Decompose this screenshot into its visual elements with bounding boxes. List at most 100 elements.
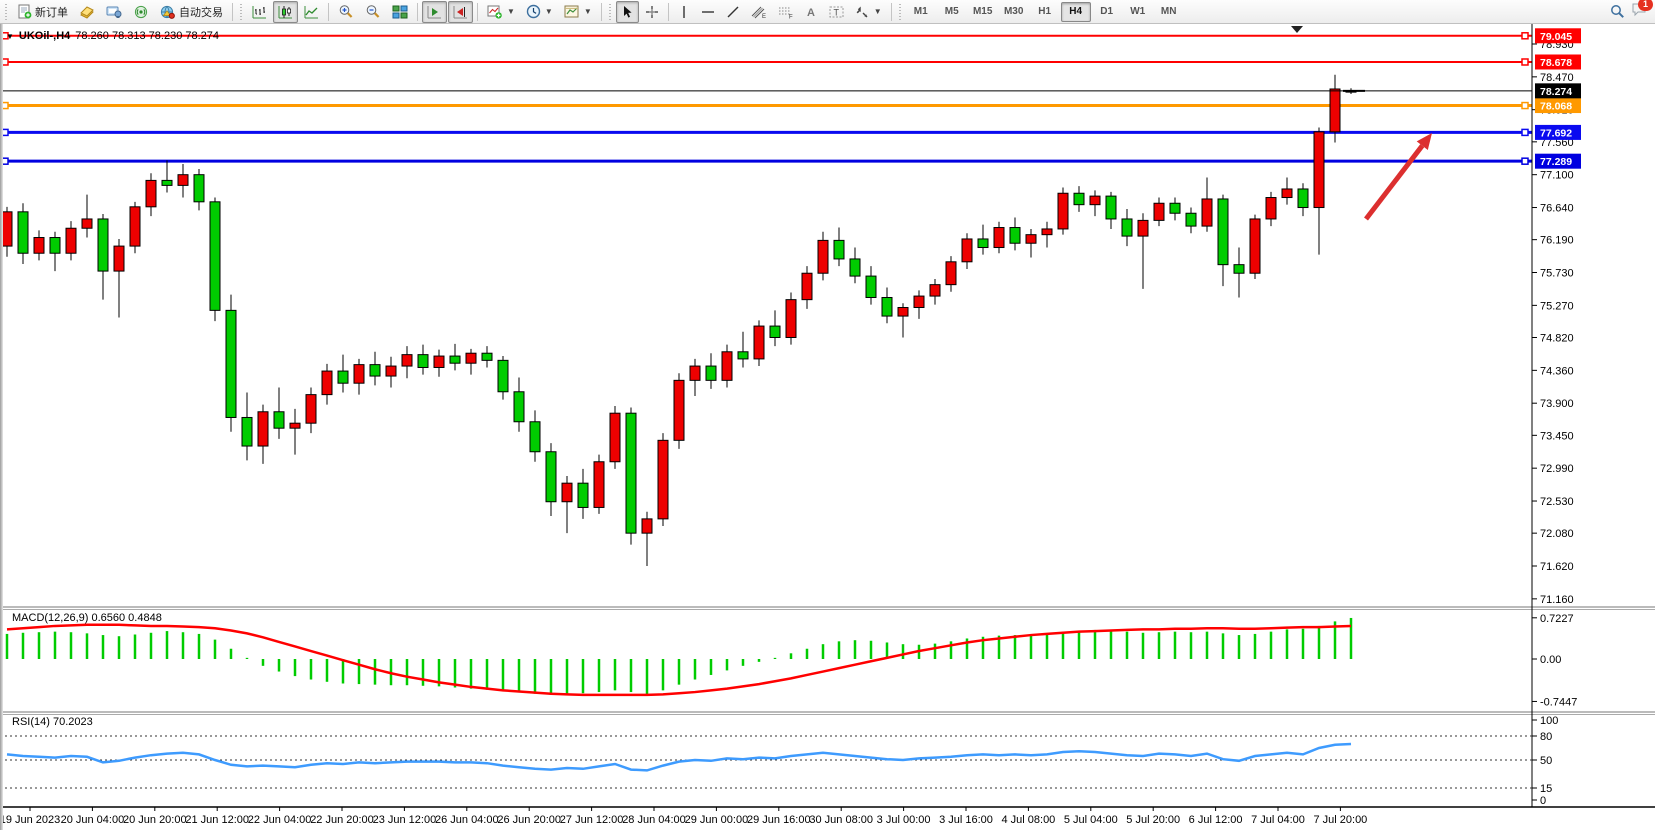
trendline-icon — [727, 6, 739, 17]
zoom-in-button[interactable] — [333, 1, 359, 23]
line-handle[interactable] — [1521, 32, 1529, 40]
time-tick-label: 23 Jun 12:00 — [373, 814, 437, 826]
autotrading-button[interactable]: 自动交易 — [155, 1, 228, 23]
horizontal-line-icon — [701, 10, 714, 13]
candle — [865, 275, 877, 299]
trend-arrow-annotation[interactable] — [1364, 144, 1425, 221]
text-label-button[interactable]: T — [824, 1, 849, 23]
toolbar-grip[interactable] — [897, 3, 903, 20]
chart-canvas[interactable]: 78.93078.47078.01077.56077.10076.64076.1… — [0, 24, 1655, 830]
horizontal-line-button[interactable] — [696, 1, 720, 23]
channel-icon: E — [751, 6, 766, 19]
crosshair-button[interactable] — [640, 1, 664, 23]
cursor-button[interactable] — [615, 0, 639, 23]
price-tick-label: 76.640 — [1540, 203, 1574, 215]
signals-button[interactable] — [128, 1, 154, 23]
candle — [625, 412, 637, 534]
candle — [753, 325, 765, 360]
market-depth-button[interactable] — [74, 1, 100, 23]
candle — [465, 352, 477, 364]
candle — [65, 227, 77, 254]
indicators-button[interactable]: ▼ — [482, 1, 520, 23]
candle — [705, 365, 717, 381]
text-button[interactable]: A — [800, 1, 823, 23]
candle — [113, 245, 125, 272]
timeframe-M15[interactable]: M15 — [972, 5, 993, 17]
price-badge-77.289 — [1535, 153, 1581, 169]
time-tick-label: 7 Jul 20:00 — [1313, 814, 1367, 826]
timeframe-M30[interactable]: M30 — [1003, 5, 1024, 17]
price-badge-78.678-label: 78.678 — [1540, 57, 1572, 69]
collapse-chart-icon[interactable]: ▼ — [6, 31, 14, 41]
line-handle[interactable] — [1521, 157, 1529, 165]
rsi-scale-label: 0 — [1540, 795, 1546, 807]
timeframe-D1[interactable]: D1 — [1100, 5, 1114, 17]
auto-scroll-button[interactable] — [422, 0, 447, 23]
zoom-out-button[interactable] — [360, 1, 386, 23]
arrows-icon — [856, 5, 868, 17]
candle — [273, 411, 285, 429]
metaeditor-button[interactable] — [101, 1, 127, 23]
candle — [321, 370, 333, 396]
trendline-button[interactable] — [721, 1, 745, 23]
timeframe-H4[interactable]: H4 — [1060, 1, 1091, 22]
chart-shift-marker[interactable] — [1291, 26, 1303, 33]
timeframe-W1[interactable]: W1 — [1130, 5, 1146, 17]
equidistant-channel-button[interactable]: E — [746, 1, 772, 23]
candle — [817, 239, 829, 274]
price-badge-79.045-label: 79.045 — [1540, 31, 1572, 43]
line-handle[interactable] — [1521, 58, 1529, 66]
candle — [961, 238, 973, 263]
candle — [593, 461, 605, 508]
chart-title: ▼ UKOil-,H4 78.260 78.313 78.230 78.274 — [6, 30, 219, 42]
vertical-line-icon — [683, 5, 685, 18]
candle — [1073, 192, 1085, 206]
timeframe-M1[interactable]: M1 — [913, 5, 928, 17]
timeframe-MN[interactable]: MN — [1160, 5, 1177, 17]
line-handle[interactable] — [1521, 101, 1529, 110]
tile-windows-button[interactable] — [387, 1, 413, 23]
candle — [577, 482, 589, 508]
cursor-icon — [623, 5, 632, 18]
timeframe-H1[interactable]: H1 — [1038, 5, 1052, 17]
macd-scale-label: 0.00 — [1540, 654, 1561, 666]
line-chart-icon — [304, 5, 318, 18]
chart-shift-button[interactable] — [448, 0, 473, 23]
fibonacci-button[interactable]: F — [773, 1, 799, 23]
candle — [209, 201, 221, 311]
toolbar-grip[interactable] — [607, 3, 613, 20]
arrows-button[interactable]: ▼ — [850, 1, 887, 23]
bid-price-badge — [1535, 83, 1581, 99]
vertical-line-button[interactable] — [673, 1, 695, 23]
toolbar-grip[interactable] — [4, 3, 9, 20]
toolbar-grip[interactable] — [239, 3, 244, 20]
candle — [193, 174, 205, 203]
timeframe-M5[interactable]: M5 — [944, 5, 959, 17]
signal-icon — [134, 5, 148, 18]
candle — [1, 211, 13, 247]
time-tick-label: 28 Jun 04:00 — [622, 814, 686, 826]
templates-button[interactable]: ▼ — [559, 1, 597, 23]
notifications-button[interactable]: 1 — [1631, 0, 1653, 22]
search-icon[interactable] — [1610, 4, 1625, 19]
zoom-out-icon — [366, 5, 380, 18]
new-order-button[interactable]: 新订单 — [12, 1, 73, 23]
time-tick-label: 30 Jun 08:00 — [809, 814, 873, 826]
candlestick-chart-button[interactable] — [273, 0, 298, 23]
macd-scale-label: 0.7227 — [1540, 613, 1574, 625]
add-indicator-icon — [487, 5, 502, 19]
candle — [1217, 198, 1229, 266]
candle — [897, 307, 909, 317]
line-chart-button[interactable] — [299, 1, 324, 23]
periods-button[interactable]: ▼ — [521, 1, 558, 23]
candle — [481, 352, 493, 361]
bar-chart-button[interactable] — [247, 1, 272, 23]
zoom-in-icon — [339, 5, 353, 18]
gold-book-icon — [80, 5, 94, 19]
bar-chart-icon — [252, 5, 266, 18]
rsi-scale-label: 100 — [1540, 715, 1558, 727]
candle — [17, 211, 29, 254]
tile-windows-icon — [392, 5, 408, 18]
line-handle[interactable] — [1521, 128, 1529, 137]
toolbar-separator — [890, 2, 892, 21]
